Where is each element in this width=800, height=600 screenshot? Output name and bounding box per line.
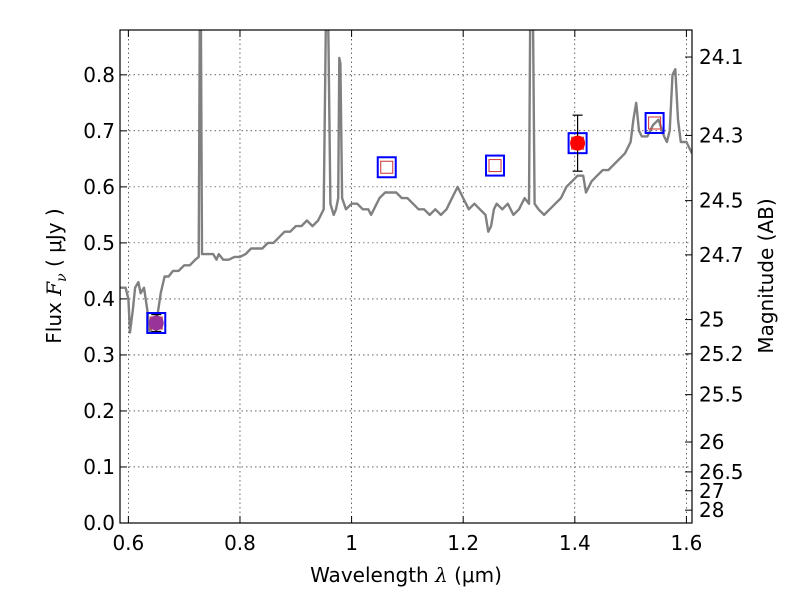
spectrum-layer bbox=[120, 30, 692, 334]
model-point-outer bbox=[376, 156, 397, 179]
model-point-outer bbox=[146, 311, 167, 334]
x-tick-label: 1.2 bbox=[447, 531, 479, 555]
model-point-inner bbox=[380, 160, 394, 174]
y-tick-label: 0.5 bbox=[83, 231, 115, 255]
y-tick-label: 0.1 bbox=[83, 455, 115, 479]
mag-tick-label: 28 bbox=[699, 498, 724, 522]
grid bbox=[120, 30, 692, 524]
x-axis-label: Wavelength λ (μm) bbox=[310, 563, 502, 587]
x-tick-label: 1 bbox=[345, 531, 358, 555]
plot-frame bbox=[119, 29, 693, 524]
ticks-layer: 0.6 0.8 1 1.2 1.4 1.6 0.0 0.1 0.2 0.3 0.4 0.5 0.6 0.7… bbox=[83, 30, 744, 555]
mag-tick-label: 24.7 bbox=[699, 243, 744, 267]
y-tick-label: 0.7 bbox=[83, 119, 115, 143]
model-point-inner bbox=[488, 159, 502, 173]
model-point-inner bbox=[648, 116, 662, 130]
mag-tick-label: 26.5 bbox=[699, 460, 744, 484]
mag-tick-label: 25.2 bbox=[699, 342, 744, 366]
y-tick-label: 0.3 bbox=[83, 343, 115, 367]
mag-tick-label: 24.1 bbox=[699, 45, 744, 69]
spectrum-line bbox=[120, 30, 692, 334]
observed-point bbox=[148, 315, 164, 331]
x-tick-label: 1.4 bbox=[559, 531, 591, 555]
model-point-outer bbox=[644, 111, 665, 134]
y-tick-label: 0.6 bbox=[83, 175, 115, 199]
y-axis-label: Flux Fν ( μJy ) bbox=[42, 208, 70, 343]
x-tick-label: 1.6 bbox=[671, 531, 703, 555]
mag-tick-label: 26 bbox=[699, 430, 724, 454]
mag-tick-label: 24.5 bbox=[699, 189, 744, 213]
mag-tick-label: 25.5 bbox=[699, 383, 744, 407]
points-layer bbox=[146, 111, 665, 334]
observed-point bbox=[570, 135, 586, 151]
mag-tick-label: 27 bbox=[699, 479, 724, 503]
y-tick-label: 0.0 bbox=[83, 511, 115, 535]
y-tick-label: 0.8 bbox=[83, 63, 115, 87]
mag-tick-label: 25 bbox=[699, 308, 724, 332]
model-point-outer bbox=[485, 154, 506, 177]
mag-tick-label: 24.3 bbox=[699, 123, 744, 147]
x-tick-label: 0.6 bbox=[112, 531, 144, 555]
y-tick-label: 0.4 bbox=[83, 287, 115, 311]
y-tick-label: 0.2 bbox=[83, 399, 115, 423]
y2-axis-label: Magnitude (AB) bbox=[754, 198, 778, 353]
x-tick-label: 0.8 bbox=[224, 531, 256, 555]
